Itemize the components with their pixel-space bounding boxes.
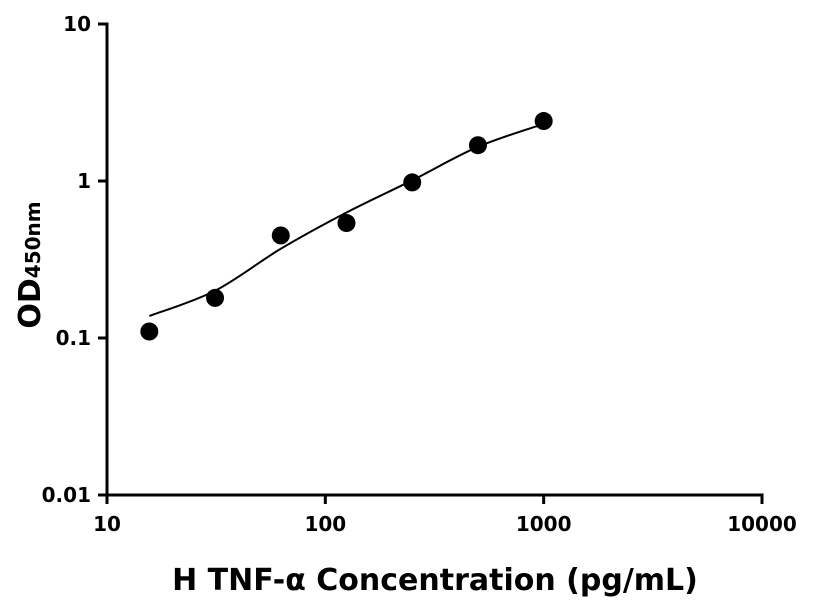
data-point [534, 112, 553, 131]
y-tick-label: 0.1 [56, 326, 91, 350]
y-tick-label: 10 [63, 12, 91, 36]
data-point [337, 214, 356, 233]
x-axis-title: H TNF-α Concentration (pg/mL) [172, 563, 698, 598]
x-tick-label: 1000 [516, 512, 572, 536]
data-point [271, 226, 290, 245]
y-tick-label: 1 [77, 169, 91, 193]
fit-curve [148, 122, 544, 317]
x-tick-label: 10000 [727, 512, 797, 536]
data-point [140, 322, 159, 341]
y-axis-title-sub: 450nm [21, 201, 45, 278]
y-axis-title: OD450nm [13, 201, 48, 328]
y-axis-title-main: OD [13, 278, 48, 328]
y-tick-label: 0.01 [42, 483, 91, 507]
x-tick-label: 100 [304, 512, 346, 536]
x-tick-label: 10 [93, 512, 121, 536]
